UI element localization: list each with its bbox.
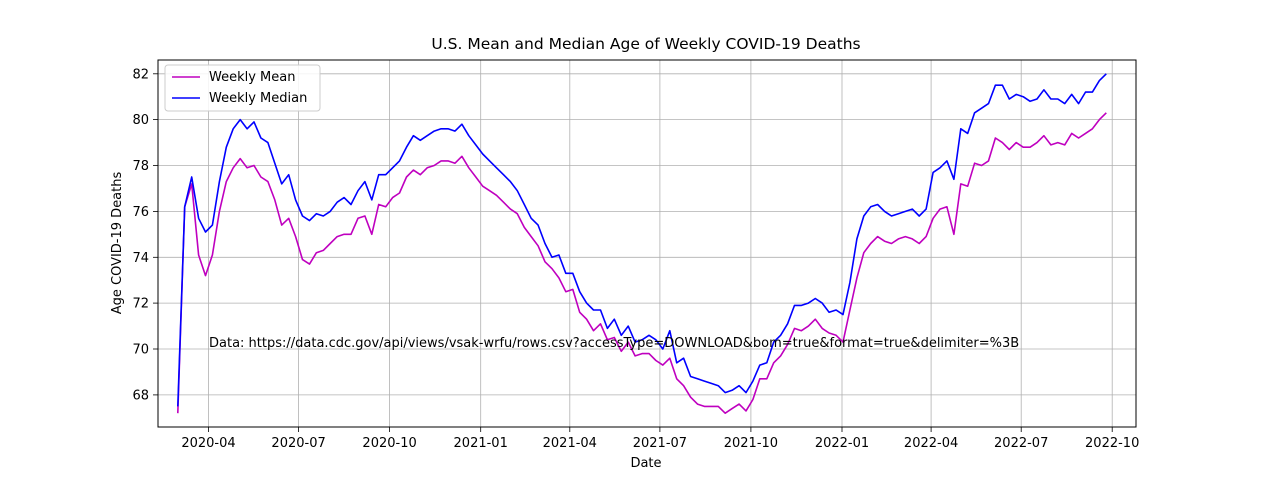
legend-label-weekly-mean: Weekly Mean — [209, 70, 295, 85]
chart-title: U.S. Mean and Median Age of Weekly COVID… — [431, 35, 860, 53]
x-tick-label: 2020-04 — [181, 436, 235, 451]
legend-label-weekly-median: Weekly Median — [209, 91, 307, 106]
plot-frame — [157, 59, 1137, 428]
x-tick-label: 2021-04 — [543, 436, 597, 451]
x-tick-label: 2022-01 — [815, 436, 869, 451]
y-tick-label: 72 — [132, 297, 149, 312]
y-tick-label: 82 — [132, 67, 149, 82]
y-tick-label: 70 — [132, 343, 149, 358]
x-tick-label: 2021-01 — [454, 436, 508, 451]
y-tick-label: 78 — [132, 159, 149, 174]
x-tick-label: 2020-10 — [362, 436, 416, 451]
series-line-weekly-median — [177, 73, 1107, 407]
data-source-annotation: Data: https://data.cdc.gov/api/views/vsa… — [209, 336, 1019, 351]
x-axis-ticks: 2020-04 2020-07 2020-10 2021-01 2021-04 2021-… — [181, 427, 1139, 451]
y-tick-label: 68 — [132, 388, 149, 403]
legend-box — [164, 64, 321, 112]
x-tick-label: 2020-07 — [271, 436, 325, 451]
y-axis-ticks: 68 70 72 74 76 78 80 82 — [132, 67, 158, 403]
x-tick-label: 2022-10 — [1085, 436, 1139, 451]
y-axis-label: Age COVID-19 Deaths — [110, 172, 125, 315]
x-tick-label: 2022-07 — [994, 436, 1048, 451]
y-tick-label: 76 — [132, 205, 149, 220]
x-tick-label: 2022-04 — [904, 436, 958, 451]
grid-lines — [158, 60, 1136, 427]
series-line-weekly-mean — [177, 112, 1107, 415]
x-axis-label: Date — [630, 456, 661, 471]
y-tick-label: 80 — [132, 113, 149, 128]
series-lines — [177, 73, 1107, 415]
y-tick-label: 74 — [132, 251, 149, 266]
legend: Weekly Mean Weekly Median — [164, 64, 321, 112]
x-tick-label: 2021-07 — [633, 436, 687, 451]
x-tick-label: 2021-10 — [724, 436, 778, 451]
